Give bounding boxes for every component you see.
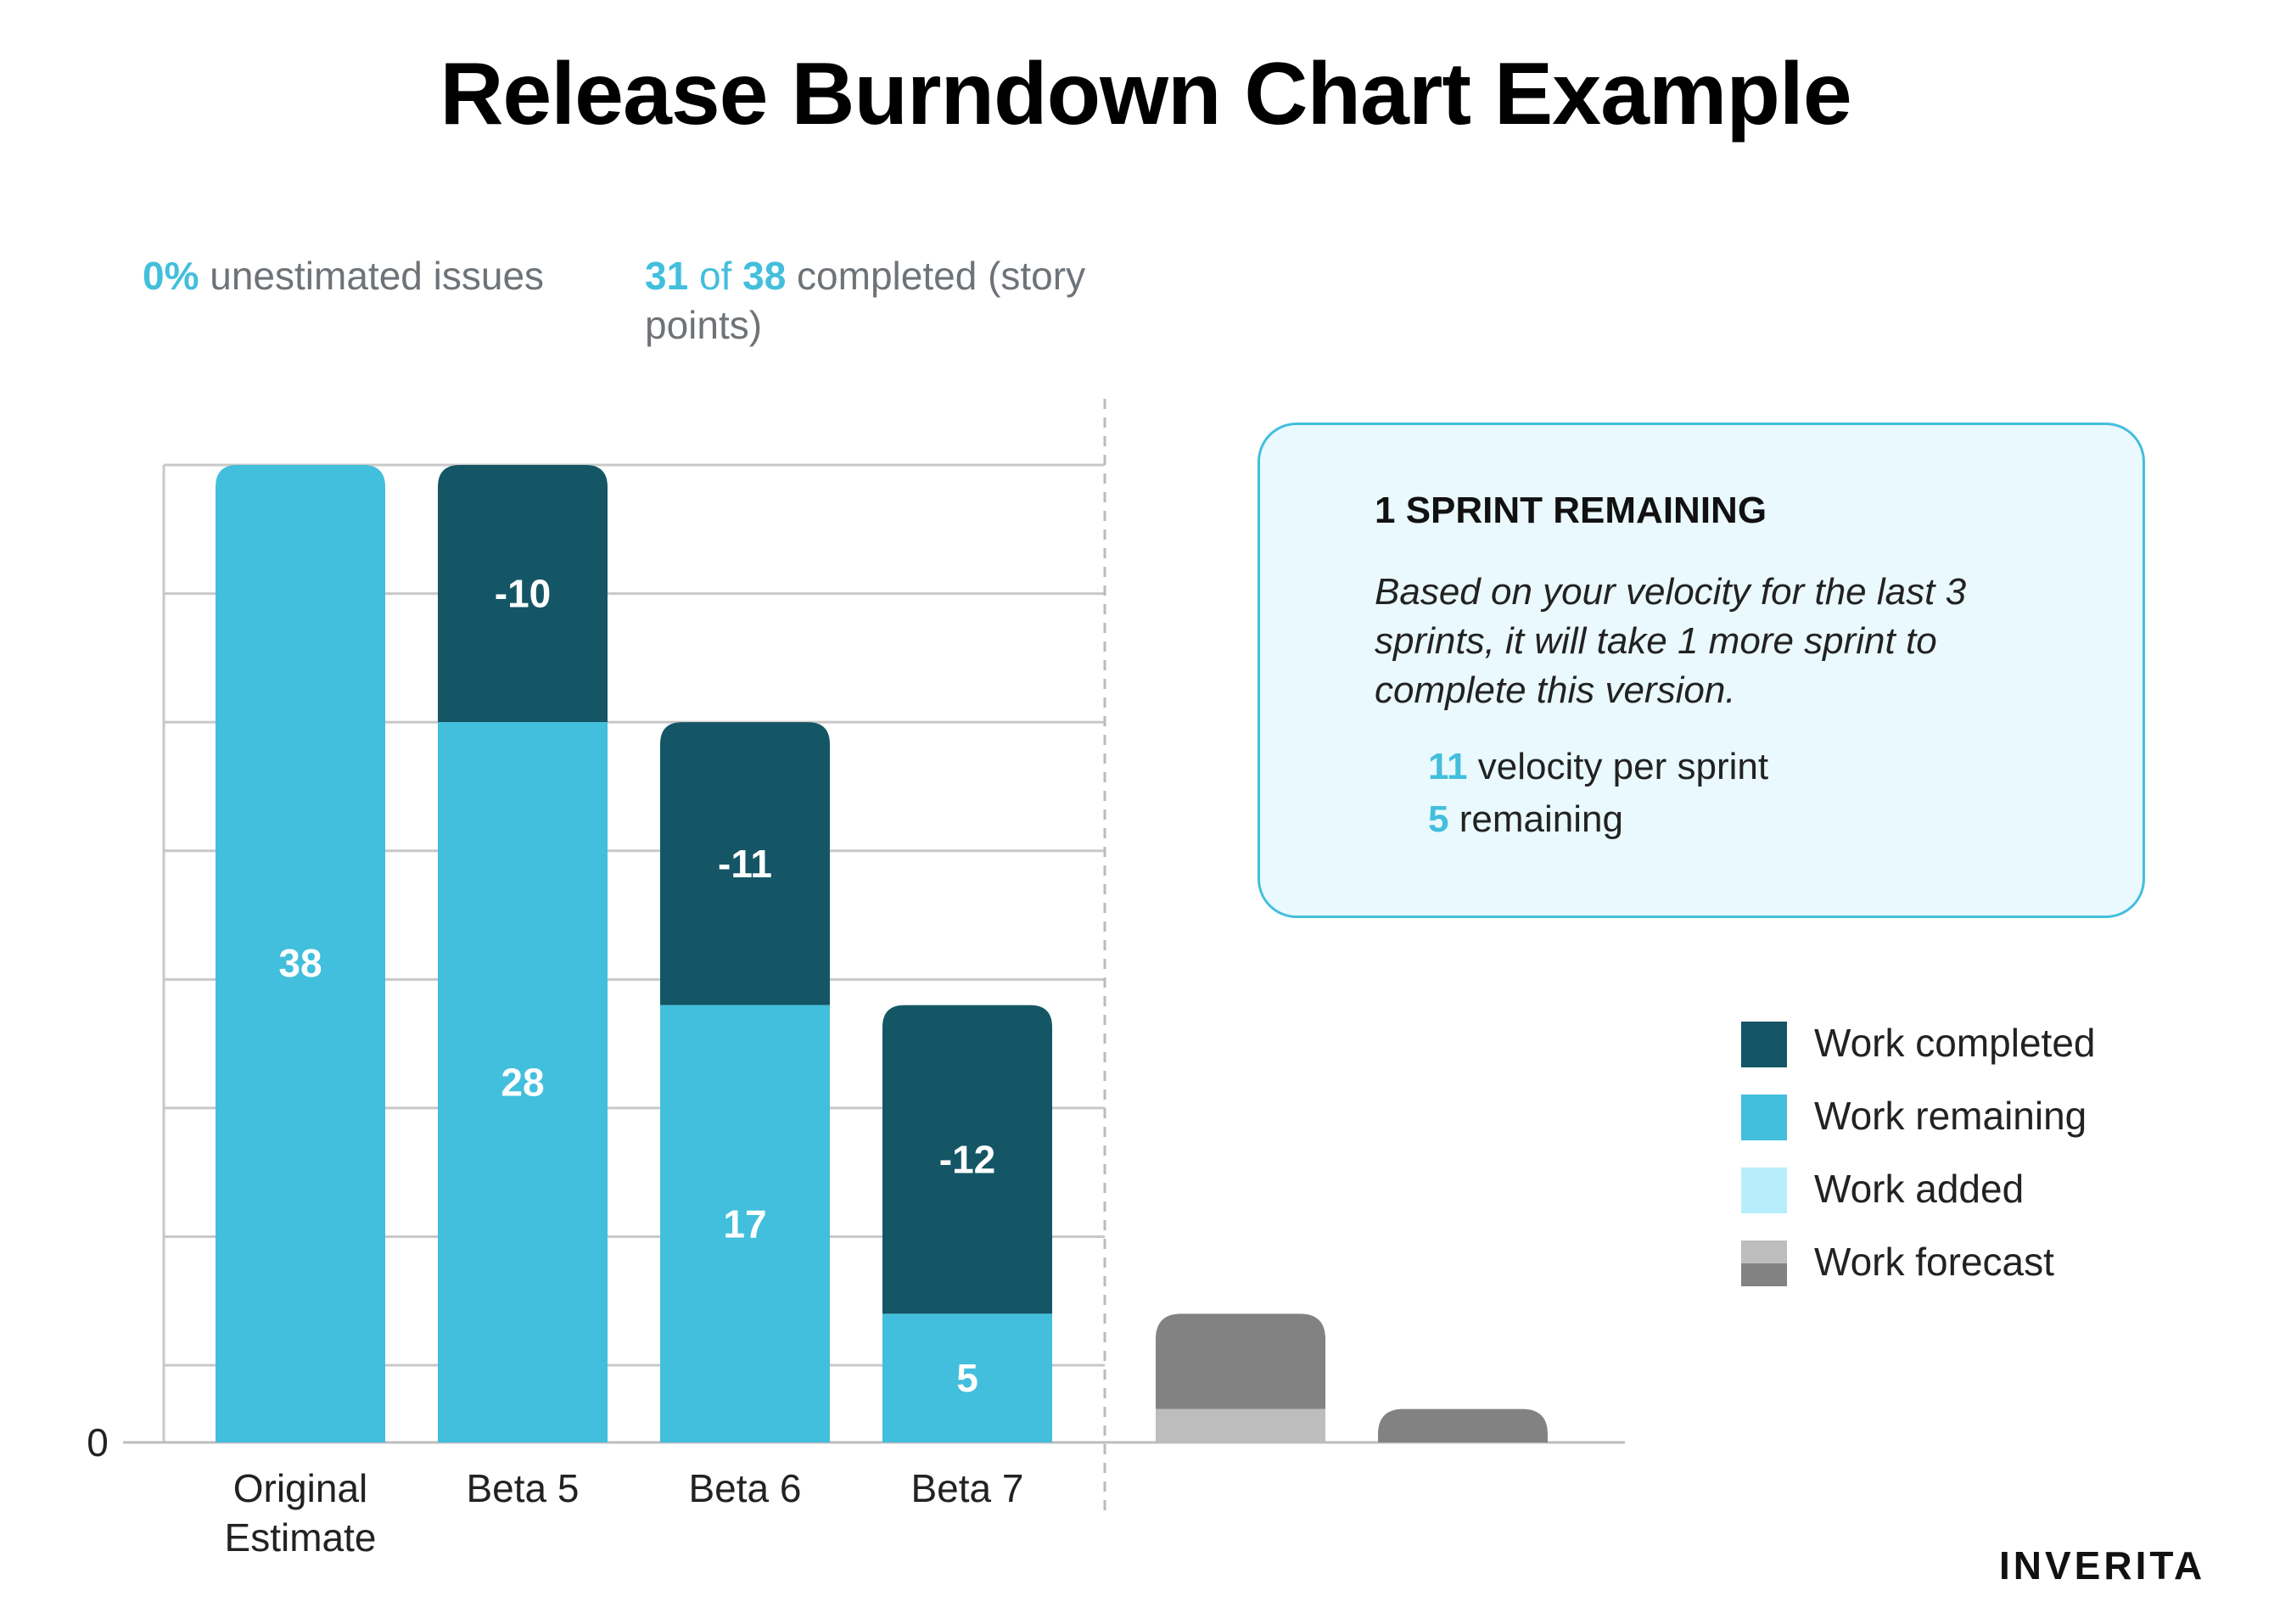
bar-forecast [1378,1408,1548,1442]
chart-title: Release Burndown Chart Example [440,45,1851,143]
bar-forecast-lower [1156,1408,1325,1442]
completed-total: 38 [742,254,787,298]
data-label: 38 [278,941,322,985]
remaining-label: remaining [1448,798,1623,840]
y-tick-label: 0 [87,1420,109,1464]
velocity-stat: 11 velocity per sprint [1428,746,1768,788]
legend-label-work-forecast: Work forecast [1814,1240,2054,1284]
data-label: -10 [495,572,551,616]
legend-swatch-work-forecast [1741,1240,1787,1286]
bar-completed [882,1005,1052,1314]
data-label: 28 [501,1061,544,1105]
velocity-explanation: Based on your velocity for the last 3 sp… [1375,571,1967,711]
unestimated-value: 0% [143,254,199,298]
sprint-remaining-panel: 1 SPRINT REMAINING Based on your velocit… [1258,423,2145,918]
bar-remaining [438,722,608,1442]
remaining-stat: 5 remaining [1428,798,1623,841]
legend-swatch-work-completed [1741,1022,1787,1067]
bar-remaining [882,1313,1052,1442]
sprint-remaining-title: 1 SPRINT REMAINING [1375,490,1767,531]
data-label: -11 [718,842,772,886]
x-tick-label: Original Estimate [225,1466,377,1560]
legend-swatch-work-remaining [1741,1095,1787,1140]
brand-logo: INVERITA [1999,1543,2206,1588]
completed-of: of [688,254,743,298]
data-label: 5 [956,1356,978,1400]
completed-stat: 31 of 38 completed (story points) [645,251,1154,350]
completed-value: 31 [645,254,689,298]
data-label: 17 [723,1201,766,1246]
completed-label: completed (story points) [645,254,1086,347]
unestimated-label: unestimated issues [199,254,545,298]
legend-label-work-completed: Work completed [1814,1021,2096,1065]
velocity-value: 11 [1428,746,1468,787]
bar-completed [438,465,608,723]
x-tick-label: Beta 5 [467,1466,580,1510]
bar-remaining [216,465,385,1442]
data-label: -12 [939,1138,995,1182]
unestimated-stat: 0% unestimated issues [143,251,544,300]
legend-label-work-remaining: Work remaining [1814,1094,2087,1138]
velocity-label: velocity per sprint [1467,746,1769,787]
legend-swatch-work-added [1741,1168,1787,1213]
legend-label-work-added: Work added [1814,1167,2025,1211]
x-tick-label: Beta 6 [689,1466,802,1510]
bar-forecast [1156,1313,1325,1409]
remaining-value: 5 [1428,798,1449,840]
bar-remaining [660,1005,830,1442]
bar-completed [660,722,830,1005]
x-tick-label: Beta 7 [911,1466,1024,1510]
